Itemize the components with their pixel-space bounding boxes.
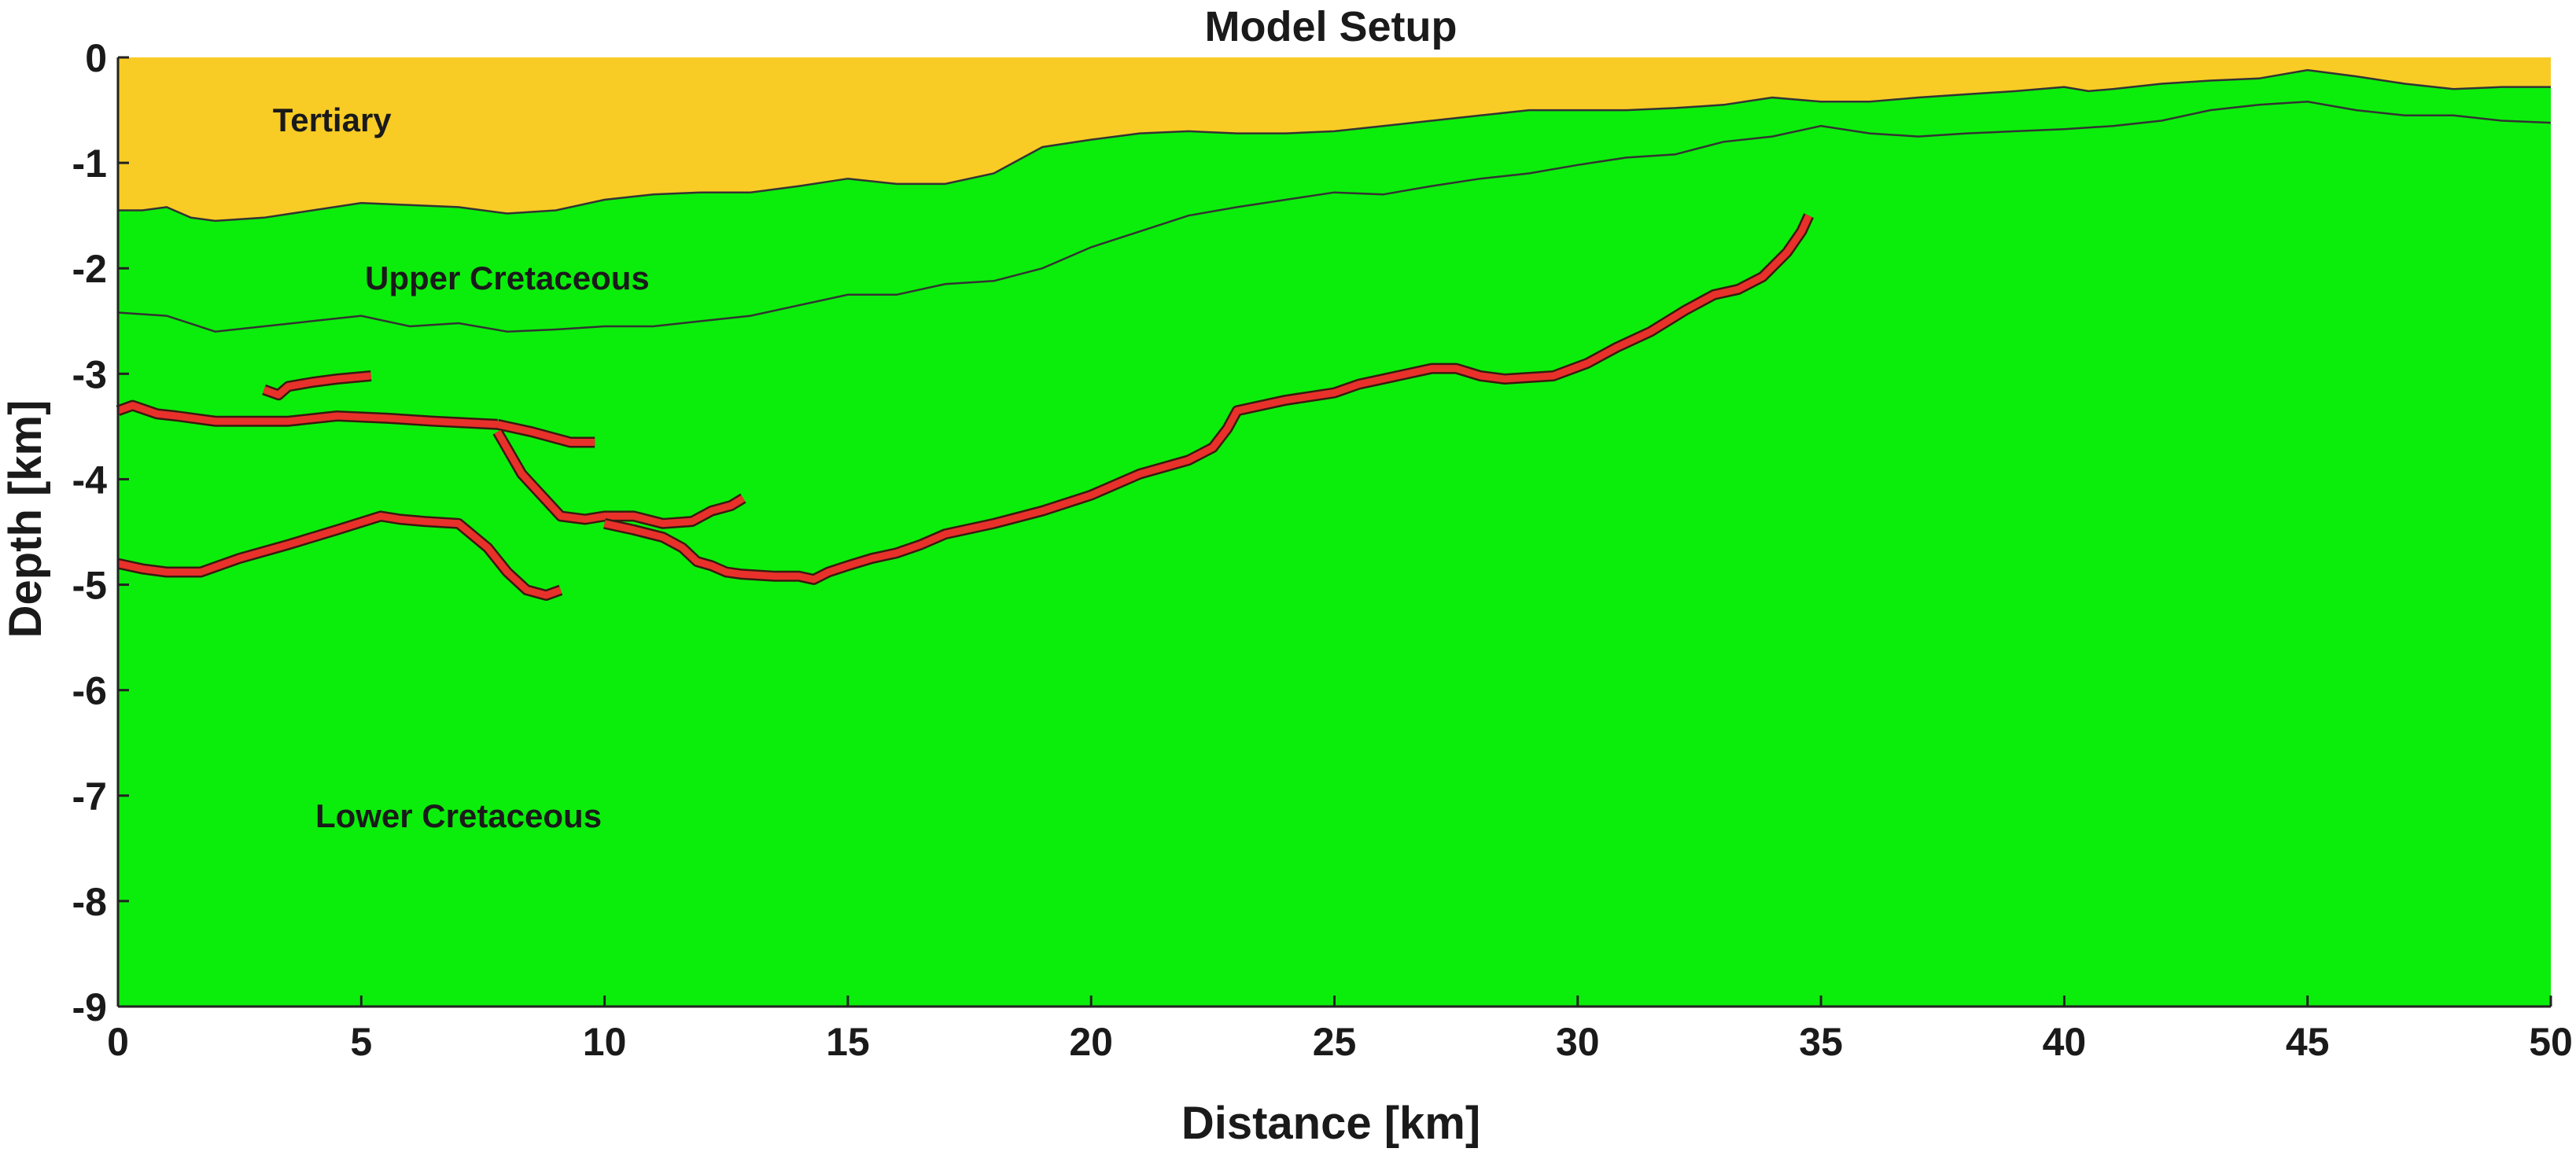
horizons: [116, 213, 1814, 601]
unit-label-tertiary: Tertiary: [273, 101, 392, 138]
y-tick-label--8: -8: [72, 880, 107, 924]
x-tick-label-10: 10: [583, 1020, 627, 1064]
horizon-4: [494, 429, 746, 528]
unit-label-lower-cretaceous: Lower Cretaceous: [315, 797, 602, 834]
horizon-5: [603, 214, 1812, 583]
x-tick-label-45: 45: [2286, 1020, 2330, 1064]
axis-ticks: 0 5 10 15 20 25 30 35 40 45 50 0 -1 -2 -3 -4 -5 -6 -7 -8 -9: [72, 36, 2573, 1064]
base-upper-cretaceous-line: [117, 101, 2552, 333]
horizon-6: [117, 512, 562, 599]
horizon-1: [263, 372, 372, 399]
x-tick-label-50: 50: [2529, 1020, 2573, 1064]
y-tick-label--3: -3: [72, 352, 107, 396]
y-tick-label-0: 0: [85, 36, 107, 80]
horizon-3: [496, 421, 595, 446]
lower-cretaceous-area: [118, 57, 2551, 1007]
x-axis-title: Distance [km]: [1181, 1098, 1480, 1149]
x-tick-label-25: 25: [1313, 1020, 1357, 1064]
x-tick-label-40: 40: [2043, 1020, 2087, 1064]
tertiary-area: [118, 57, 2551, 221]
unit-label-upper-cretaceous: Upper Cretaceous: [365, 259, 650, 296]
y-axis-title: Depth [km]: [0, 400, 51, 639]
x-tick-label-15: 15: [826, 1020, 870, 1064]
y-tick-label--6: -6: [72, 669, 107, 713]
x-tick-label-5: 5: [350, 1020, 372, 1064]
y-tick-label--2: -2: [72, 247, 107, 291]
base-tertiary-line: [118, 68, 2551, 223]
y-tick-label--9: -9: [72, 985, 107, 1029]
x-tick-label-30: 30: [1556, 1020, 1600, 1064]
plot-area: [117, 57, 2552, 1007]
horizon-2: [116, 402, 498, 429]
y-tick-label--1: -1: [72, 142, 107, 186]
y-tick-label--4: -4: [72, 458, 108, 502]
x-tick-label-20: 20: [1069, 1020, 1113, 1064]
x-tick-label-35: 35: [1799, 1020, 1843, 1064]
unit-labels: Tertiary Upper Cretaceous Lower Cretaceous: [273, 101, 650, 834]
y-tick-label--5: -5: [72, 564, 107, 608]
x-tick-label-0: 0: [107, 1020, 129, 1064]
y-tick-label--7: -7: [72, 775, 107, 819]
chart-title: Model Setup: [1205, 3, 1458, 50]
